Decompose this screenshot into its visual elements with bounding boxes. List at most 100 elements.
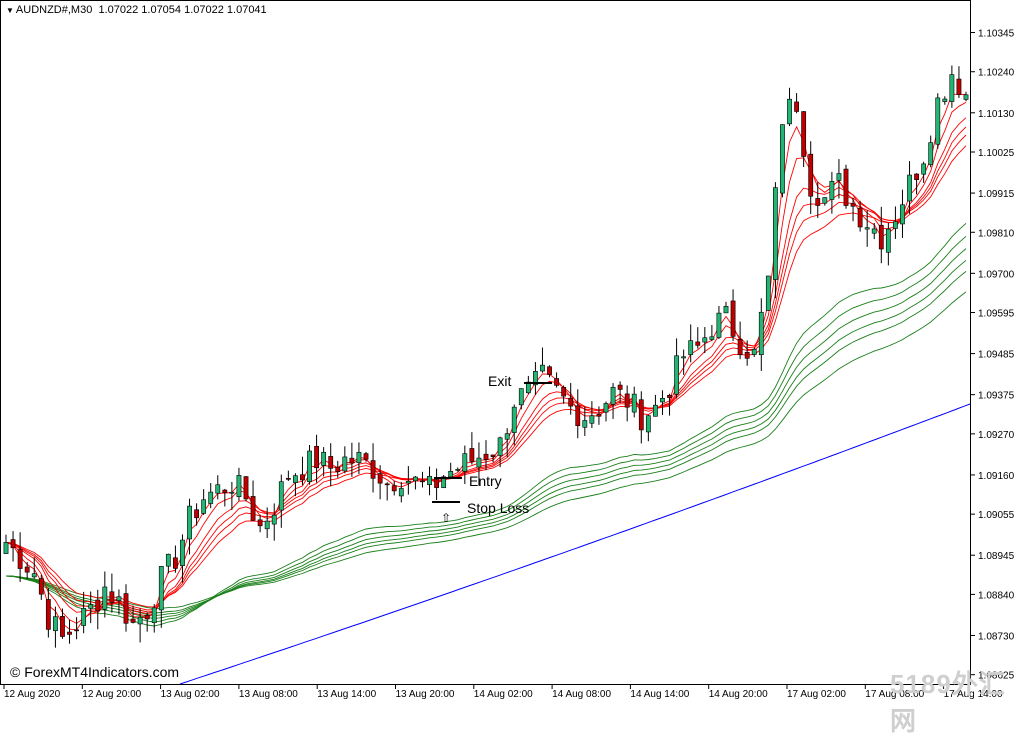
bull-candle (88, 604, 94, 609)
fast-ema-line (5, 134, 967, 611)
y-tick-label: 1.10025 (978, 148, 1015, 159)
x-tick-label: 14 Aug 08:00 (552, 689, 611, 700)
fast-ema-line (5, 145, 967, 608)
bear-candle (737, 338, 743, 356)
dropdown-triangle-icon[interactable]: ▼ (6, 6, 14, 15)
bear-candle (568, 397, 574, 407)
bear-candle (60, 616, 65, 637)
bull-candle (660, 397, 665, 403)
bear-candle (144, 615, 150, 620)
bear-candle (349, 457, 355, 464)
x-tick-label: 12 Aug 20:00 (82, 689, 141, 700)
entry-label: Entry (469, 473, 502, 489)
bear-candle (38, 578, 44, 595)
bull-candle (589, 415, 595, 424)
axes: 1.10345 1.10240 1.10130 1.10025 1.09915 1.098… (3, 29, 1015, 700)
bull-candle (187, 505, 192, 540)
bull-candle (942, 98, 948, 102)
candles (3, 65, 969, 648)
trade-marks (432, 382, 552, 503)
bear-candle (815, 198, 821, 206)
bear-candle (391, 485, 397, 492)
bull-candle (236, 475, 242, 497)
bull-candle (321, 451, 327, 466)
bull-candle (631, 393, 637, 413)
bear-candle (250, 496, 256, 521)
bull-candle (716, 312, 722, 338)
bull-candle (533, 371, 538, 386)
y-tick-label: 1.09915 (978, 189, 1015, 200)
bull-candle (215, 484, 221, 494)
exit-label: Exit (488, 373, 512, 389)
bear-candle (554, 378, 559, 386)
y-tick-label: 1.09810 (978, 228, 1015, 239)
bear-candle (24, 566, 30, 573)
bull-candle (102, 586, 108, 610)
bull-candle (688, 340, 694, 355)
bear-candle (878, 224, 884, 250)
bull-candle (893, 221, 898, 229)
bull-candle (53, 616, 58, 632)
bull-candle (871, 228, 877, 234)
bear-candle (17, 549, 23, 569)
bear-candle (667, 395, 672, 398)
bull-candle (765, 275, 771, 311)
slow-ema-line (5, 271, 967, 614)
ohlc-readout: 1.07022 1.07054 1.07022 1.07041 (98, 4, 267, 16)
bull-candle (137, 616, 143, 625)
bull-candle (787, 98, 792, 125)
bull-candle (271, 514, 277, 525)
bear-candle (300, 474, 305, 481)
bull-candle (709, 336, 715, 340)
x-tick-label: 17 Aug 02:00 (787, 689, 846, 700)
bear-candle (123, 593, 129, 624)
bear-candle (617, 384, 623, 390)
bear-candle (730, 300, 736, 337)
x-tick-label: 13 Aug 08:00 (239, 689, 298, 700)
x-tick-label: 13 Aug 14:00 (317, 689, 376, 700)
bull-candle (681, 356, 687, 359)
y-tick-label: 1.09700 (978, 269, 1015, 280)
x-tick-label: 17 Aug 14:00 (944, 689, 1003, 700)
y-tick-label: 1.10130 (978, 109, 1015, 120)
bear-candle (314, 445, 319, 469)
bull-candle (462, 453, 468, 472)
bear-candle (335, 466, 341, 472)
bear-candle (638, 399, 644, 431)
bear-candle (469, 448, 475, 462)
slow-ema-line (5, 248, 967, 620)
bull-candle (81, 608, 87, 626)
bear-candle (956, 78, 962, 95)
bear-candle (744, 351, 750, 359)
y-tick-label: 1.10345 (978, 29, 1015, 40)
bull-candle (518, 388, 524, 406)
slow-ema-line (5, 291, 967, 610)
fast-ema-line (5, 102, 967, 624)
y-tick-label: 1.08840 (978, 590, 1015, 601)
bear-candle (74, 629, 79, 632)
bull-candle (864, 227, 870, 230)
bull-candle (151, 607, 157, 624)
bull-candle (278, 481, 284, 511)
y-tick-label: 1.09375 (978, 391, 1015, 402)
bull-candle (165, 553, 171, 567)
bull-candle (963, 94, 969, 100)
bear-candle (370, 460, 376, 479)
bear-candle (420, 480, 425, 483)
bear-candle (328, 456, 334, 469)
price-chart[interactable]: 1.10345 1.10240 1.10130 1.10025 1.09915 1.098… (0, 0, 1024, 704)
bear-candle (109, 591, 115, 603)
bear-candle (243, 476, 249, 500)
stop-loss-label: Stop Loss (467, 500, 530, 516)
bear-candle (808, 153, 814, 197)
site-logo: 5189外汇网 (890, 669, 1006, 736)
bear-candle (434, 479, 439, 488)
bear-candle (695, 341, 701, 346)
bull-candle (180, 539, 185, 567)
bull-candle (603, 403, 609, 413)
bear-candle (914, 173, 919, 180)
moving-averages (5, 93, 971, 685)
y-tick-label: 1.10240 (978, 68, 1015, 79)
slow-ema-line (5, 259, 967, 617)
bull-candle (773, 187, 778, 280)
